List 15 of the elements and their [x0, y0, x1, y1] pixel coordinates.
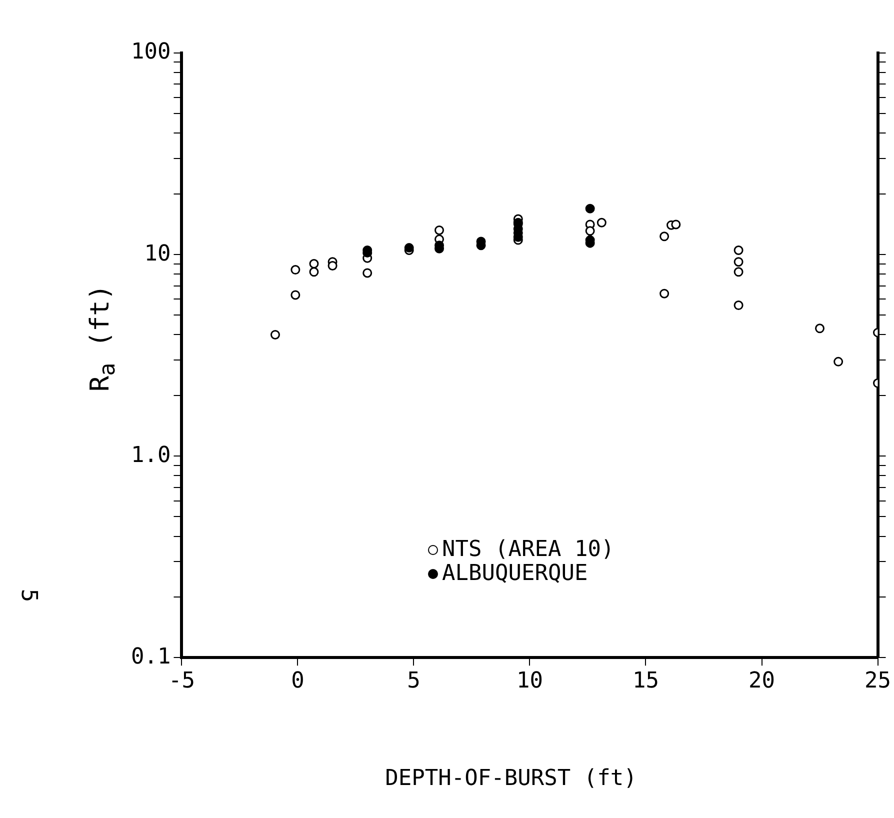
x-tick-label: -5 [168, 668, 195, 694]
y-tick-label: 10 [144, 241, 171, 266]
x-axis-title: DEPTH-OF-BURST (ft) [384, 766, 638, 791]
x-tick-label: 15 [632, 668, 659, 694]
x-tick-label: 0 [291, 668, 304, 694]
y-tick-label: 100 [130, 40, 171, 65]
legend-label: NTS (AREA 10) [442, 537, 614, 562]
text: 5 [16, 588, 42, 602]
y-tick-label: 1.0 [130, 442, 171, 468]
x-tick-label: 20 [748, 668, 775, 694]
x-tick-label: 10 [516, 668, 543, 694]
x-tick-label: 25 [864, 668, 892, 694]
y-tick-label: 0.1 [130, 644, 171, 670]
x-tick-label: 5 [407, 668, 420, 694]
legend-label: ALBUQUERQUE [442, 561, 588, 586]
